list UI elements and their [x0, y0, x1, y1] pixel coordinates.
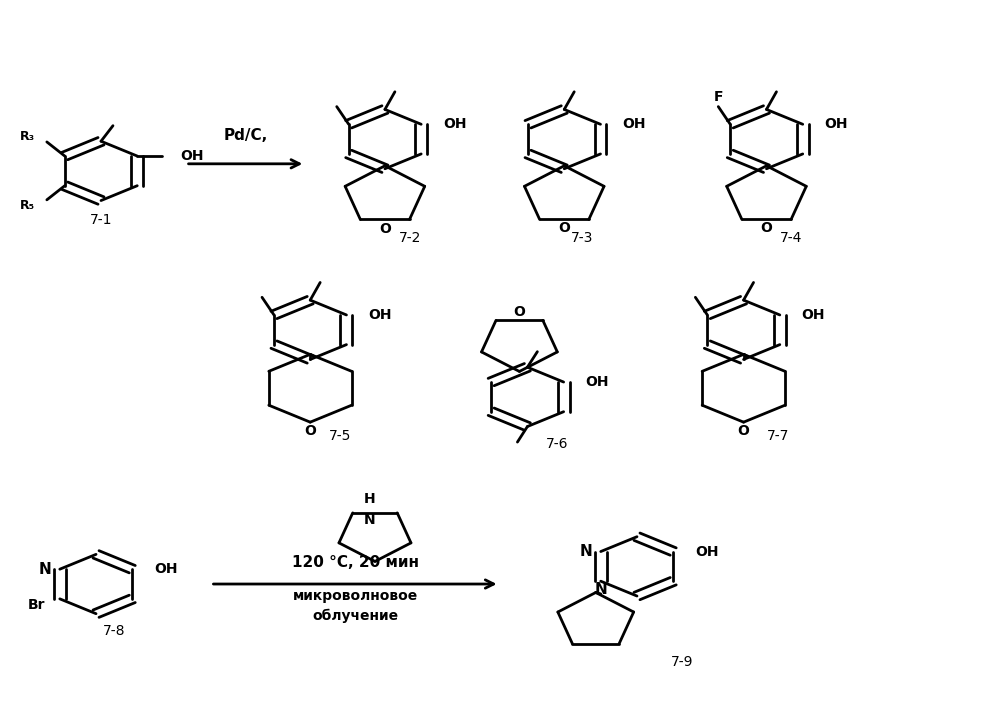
Text: 7-5: 7-5 — [329, 429, 352, 443]
Text: OH: OH — [585, 375, 609, 389]
Text: 7-3: 7-3 — [571, 231, 593, 245]
Text: OH: OH — [802, 308, 825, 322]
Text: OH: OH — [444, 117, 467, 131]
Text: N: N — [39, 562, 52, 576]
Text: 7-6: 7-6 — [546, 437, 568, 451]
Text: 7-8: 7-8 — [103, 625, 125, 638]
Text: 7-2: 7-2 — [399, 231, 421, 245]
Text: H: H — [365, 491, 376, 506]
Text: N: N — [594, 582, 607, 597]
Text: O: O — [379, 222, 391, 235]
Text: F: F — [713, 90, 723, 104]
Text: 7-1: 7-1 — [90, 213, 112, 228]
Text: O: O — [558, 221, 570, 235]
Text: OH: OH — [695, 545, 718, 559]
Text: R₃: R₃ — [20, 130, 35, 143]
Text: облучение: облучение — [312, 609, 399, 623]
Text: 7-4: 7-4 — [780, 231, 802, 245]
Text: 7-7: 7-7 — [767, 429, 789, 443]
Text: 7-9: 7-9 — [670, 654, 693, 669]
Text: OH: OH — [824, 117, 848, 131]
Text: O: O — [737, 424, 749, 437]
Text: OH: OH — [369, 308, 392, 322]
Text: OH: OH — [180, 149, 204, 163]
Text: N: N — [580, 544, 592, 559]
Text: N: N — [365, 513, 376, 527]
Text: O: O — [513, 305, 525, 319]
Text: R₅: R₅ — [20, 199, 35, 212]
Text: OH: OH — [154, 562, 178, 576]
Text: микроволновое: микроволновое — [293, 589, 418, 603]
Text: Pd/C,: Pd/C, — [224, 128, 268, 143]
Text: Br: Br — [27, 598, 45, 611]
Text: O: O — [305, 424, 316, 437]
Text: OH: OH — [622, 117, 646, 131]
Text: 120 °C, 20 мин: 120 °C, 20 мин — [292, 555, 419, 570]
Text: O: O — [760, 221, 772, 235]
